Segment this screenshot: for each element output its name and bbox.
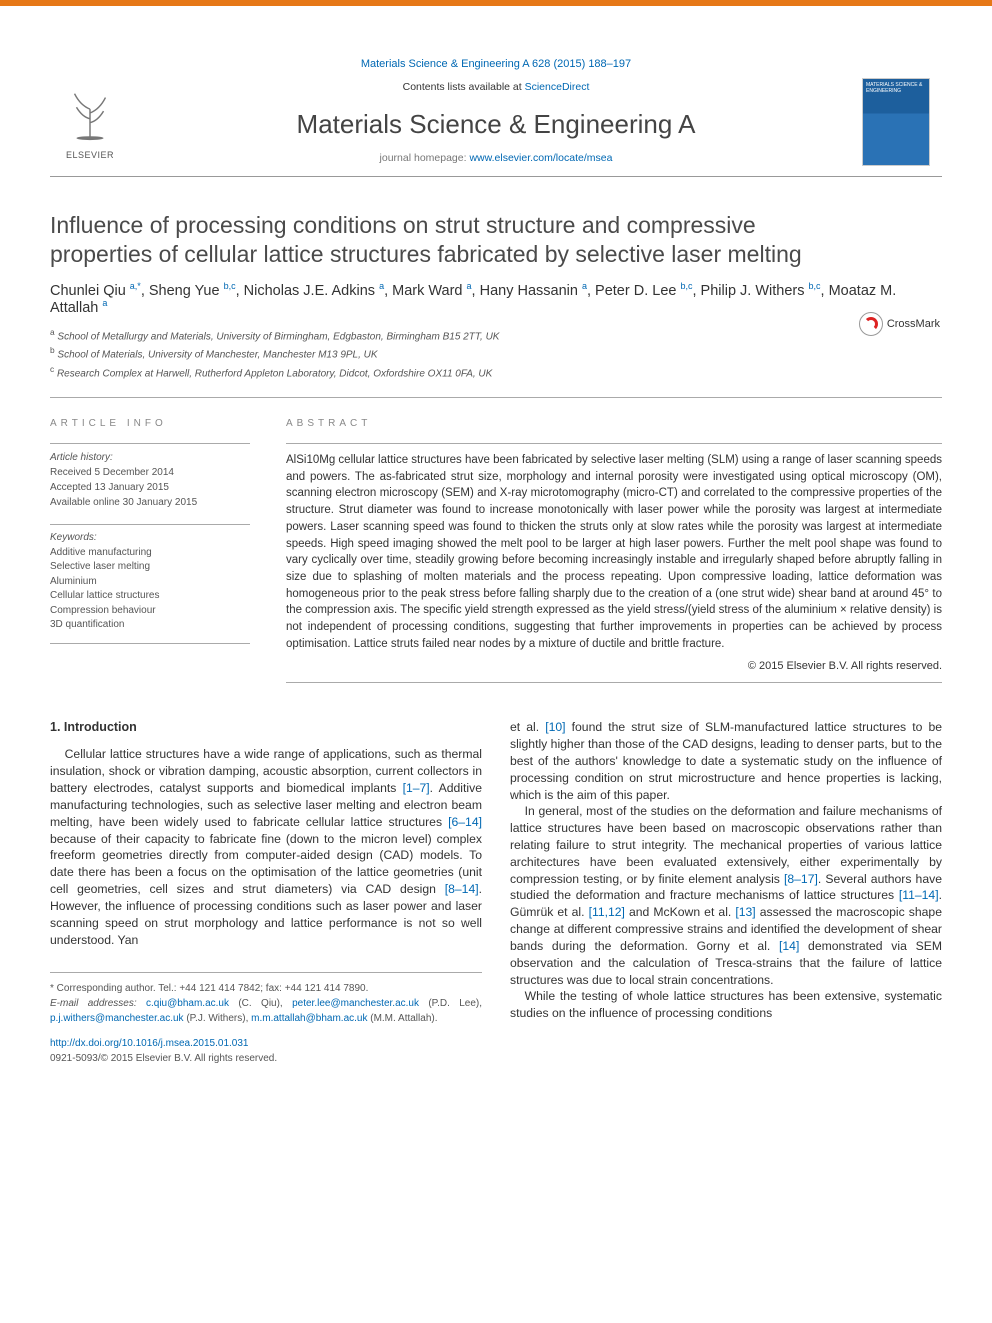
publisher-logo-block: ELSEVIER xyxy=(50,84,130,160)
ref-link[interactable]: [11,12] xyxy=(589,905,625,919)
crossmark-badge[interactable]: CrossMark xyxy=(859,312,940,336)
abstract-copyright: © 2015 Elsevier B.V. All rights reserved… xyxy=(286,652,942,683)
email-link[interactable]: peter.lee@manchester.ac.uk xyxy=(292,998,419,1009)
ref-link[interactable]: [8–14] xyxy=(445,882,479,896)
corresponding-footer: * Corresponding author. Tel.: +44 121 41… xyxy=(50,972,482,1066)
journal-header: ELSEVIER Contents lists available at Sci… xyxy=(50,78,942,177)
journal-cover: MATERIALS SCIENCE & ENGINEERING xyxy=(862,78,942,166)
article-title: Influence of processing conditions on st… xyxy=(50,177,840,281)
ref-link[interactable]: [11–14] xyxy=(899,888,939,902)
contents-line: Contents lists available at ScienceDirec… xyxy=(130,81,862,103)
email-link[interactable]: p.j.withers@manchester.ac.uk xyxy=(50,1013,184,1024)
affil-marker[interactable]: a xyxy=(582,281,587,291)
author-list: Chunlei Qiu a,*, Sheng Yue b,c, Nicholas… xyxy=(50,281,942,327)
journal-reference: Materials Science & Engineering A 628 (2… xyxy=(50,46,942,78)
affil-marker[interactable]: a xyxy=(379,281,384,291)
email-link[interactable]: c.qiu@bham.ac.uk xyxy=(146,998,229,1009)
affil-marker[interactable]: b,c xyxy=(809,281,821,291)
journal-homepage-link[interactable]: www.elsevier.com/locate/msea xyxy=(469,152,612,164)
crossmark-icon xyxy=(859,312,883,336)
article-history: Article history: Received 5 December 201… xyxy=(50,443,250,510)
article-info-head: article info xyxy=(50,418,250,443)
homepage-line: journal homepage: www.elsevier.com/locat… xyxy=(130,152,862,164)
ref-link[interactable]: [8–17] xyxy=(784,872,818,886)
column-left: 1. Introduction Cellular lattice structu… xyxy=(50,719,482,1066)
body-columns: 1. Introduction Cellular lattice structu… xyxy=(50,683,942,1066)
publisher-label: ELSEVIER xyxy=(50,150,130,160)
abstract-head: abstract xyxy=(286,418,942,443)
section-heading-intro: 1. Introduction xyxy=(50,719,482,746)
ref-link[interactable]: [13] xyxy=(735,905,755,919)
abstract-body: AlSi10Mg cellular lattice structures hav… xyxy=(286,443,942,652)
column-right: et al. [10] found the strut size of SLM-… xyxy=(510,719,942,1066)
keywords-block: Keywords: Additive manufacturingSelectiv… xyxy=(50,524,250,644)
ref-link[interactable]: [10] xyxy=(545,720,565,734)
journal-title: Materials Science & Engineering A xyxy=(130,103,862,152)
affil-marker[interactable]: a xyxy=(102,298,107,308)
ref-link[interactable]: [6–14] xyxy=(448,815,482,829)
sciencedirect-link[interactable]: ScienceDirect xyxy=(525,81,590,93)
ref-link[interactable]: [14] xyxy=(779,939,799,953)
affiliations: a School of Metallurgy and Materials, Un… xyxy=(50,326,942,398)
elsevier-tree-icon xyxy=(61,84,119,142)
affil-marker[interactable]: b,c xyxy=(224,281,236,291)
affil-marker[interactable]: a,* xyxy=(130,281,141,291)
affil-marker[interactable]: a xyxy=(467,281,472,291)
affil-marker[interactable]: b,c xyxy=(680,281,692,291)
ref-link[interactable]: [1–7] xyxy=(403,781,430,795)
doi-link[interactable]: http://dx.doi.org/10.1016/j.msea.2015.01… xyxy=(50,1038,248,1049)
email-link[interactable]: m.m.attallah@bham.ac.uk xyxy=(251,1013,367,1024)
